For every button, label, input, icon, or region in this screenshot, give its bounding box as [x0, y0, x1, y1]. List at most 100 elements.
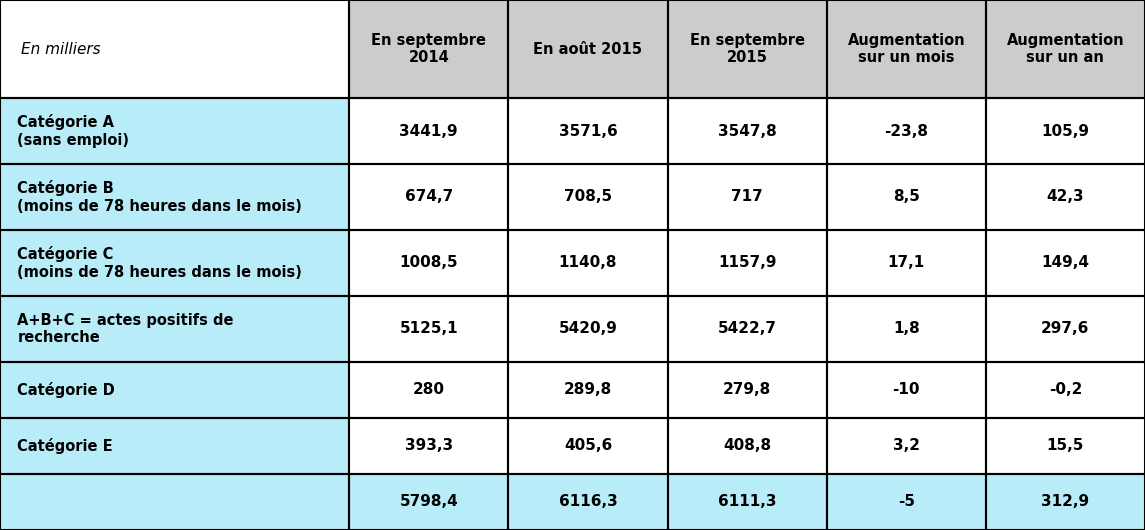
Bar: [827, 230, 986, 296]
Bar: [986, 418, 1145, 474]
Text: En septembre
2014: En septembre 2014: [371, 33, 487, 65]
Bar: [508, 164, 668, 230]
Bar: [668, 296, 827, 362]
Bar: [986, 474, 1145, 530]
Text: 1140,8: 1140,8: [559, 255, 617, 270]
Bar: [668, 418, 827, 474]
Bar: [0, 0, 349, 98]
Bar: [668, 164, 827, 230]
Bar: [986, 296, 1145, 362]
Bar: [349, 418, 508, 474]
Bar: [349, 98, 508, 164]
Text: 17,1: 17,1: [887, 255, 925, 270]
Bar: [668, 296, 827, 362]
Text: Catégorie C
(moins de 78 heures dans le mois): Catégorie C (moins de 78 heures dans le …: [17, 246, 302, 280]
Bar: [986, 98, 1145, 164]
Text: 279,8: 279,8: [722, 382, 772, 398]
Bar: [668, 418, 827, 474]
Text: 5798,4: 5798,4: [400, 494, 458, 509]
Bar: [508, 362, 668, 418]
Bar: [0, 362, 349, 418]
Bar: [508, 296, 668, 362]
Text: 3571,6: 3571,6: [559, 123, 617, 138]
Bar: [508, 98, 668, 164]
Bar: [0, 362, 349, 418]
Bar: [349, 474, 508, 530]
Bar: [508, 474, 668, 530]
Bar: [0, 164, 349, 230]
Text: 405,6: 405,6: [563, 438, 613, 454]
Bar: [349, 362, 508, 418]
Bar: [349, 230, 508, 296]
Text: 289,8: 289,8: [563, 382, 613, 398]
Text: -10: -10: [892, 382, 921, 398]
Bar: [0, 474, 349, 530]
Bar: [508, 296, 668, 362]
Text: 674,7: 674,7: [404, 189, 453, 205]
Bar: [986, 0, 1145, 98]
Text: Augmentation
sur un an: Augmentation sur un an: [1006, 33, 1124, 65]
Text: 5422,7: 5422,7: [718, 321, 776, 337]
Bar: [668, 362, 827, 418]
Text: Augmentation
sur un mois: Augmentation sur un mois: [847, 33, 965, 65]
Bar: [827, 98, 986, 164]
Bar: [349, 0, 508, 98]
Bar: [827, 296, 986, 362]
Bar: [508, 0, 668, 98]
Bar: [349, 230, 508, 296]
Bar: [668, 230, 827, 296]
Bar: [0, 296, 349, 362]
Bar: [349, 98, 508, 164]
Bar: [349, 296, 508, 362]
Text: En milliers: En milliers: [21, 41, 101, 57]
Text: -5: -5: [898, 494, 915, 509]
Text: 6116,3: 6116,3: [559, 494, 617, 509]
Text: A+B+C = actes positifs de
recherche: A+B+C = actes positifs de recherche: [17, 313, 234, 345]
Bar: [508, 164, 668, 230]
Bar: [827, 474, 986, 530]
Text: 312,9: 312,9: [1041, 494, 1090, 509]
Bar: [349, 418, 508, 474]
Text: 105,9: 105,9: [1042, 123, 1089, 138]
Bar: [986, 230, 1145, 296]
Bar: [0, 418, 349, 474]
Bar: [827, 474, 986, 530]
Bar: [0, 0, 349, 98]
Text: 393,3: 393,3: [404, 438, 453, 454]
Bar: [668, 98, 827, 164]
Text: -23,8: -23,8: [884, 123, 929, 138]
Bar: [668, 230, 827, 296]
Text: 6111,3: 6111,3: [718, 494, 776, 509]
Text: 297,6: 297,6: [1041, 321, 1090, 337]
Bar: [349, 164, 508, 230]
Bar: [349, 164, 508, 230]
Bar: [0, 98, 349, 164]
Bar: [349, 296, 508, 362]
Bar: [827, 362, 986, 418]
Bar: [0, 418, 349, 474]
Text: -0,2: -0,2: [1049, 382, 1082, 398]
Bar: [508, 474, 668, 530]
Text: 3441,9: 3441,9: [400, 123, 458, 138]
Bar: [986, 362, 1145, 418]
Bar: [668, 164, 827, 230]
Text: 1157,9: 1157,9: [718, 255, 776, 270]
Bar: [0, 474, 349, 530]
Bar: [668, 98, 827, 164]
Bar: [827, 296, 986, 362]
Bar: [0, 230, 349, 296]
Bar: [508, 418, 668, 474]
Bar: [827, 98, 986, 164]
Text: 8,5: 8,5: [893, 189, 919, 205]
Bar: [827, 230, 986, 296]
Bar: [668, 0, 827, 98]
Bar: [827, 418, 986, 474]
Bar: [668, 0, 827, 98]
Bar: [508, 418, 668, 474]
Text: 5420,9: 5420,9: [559, 321, 617, 337]
Text: 3,2: 3,2: [893, 438, 919, 454]
Bar: [668, 474, 827, 530]
Text: 15,5: 15,5: [1047, 438, 1084, 454]
Bar: [986, 230, 1145, 296]
Bar: [349, 362, 508, 418]
